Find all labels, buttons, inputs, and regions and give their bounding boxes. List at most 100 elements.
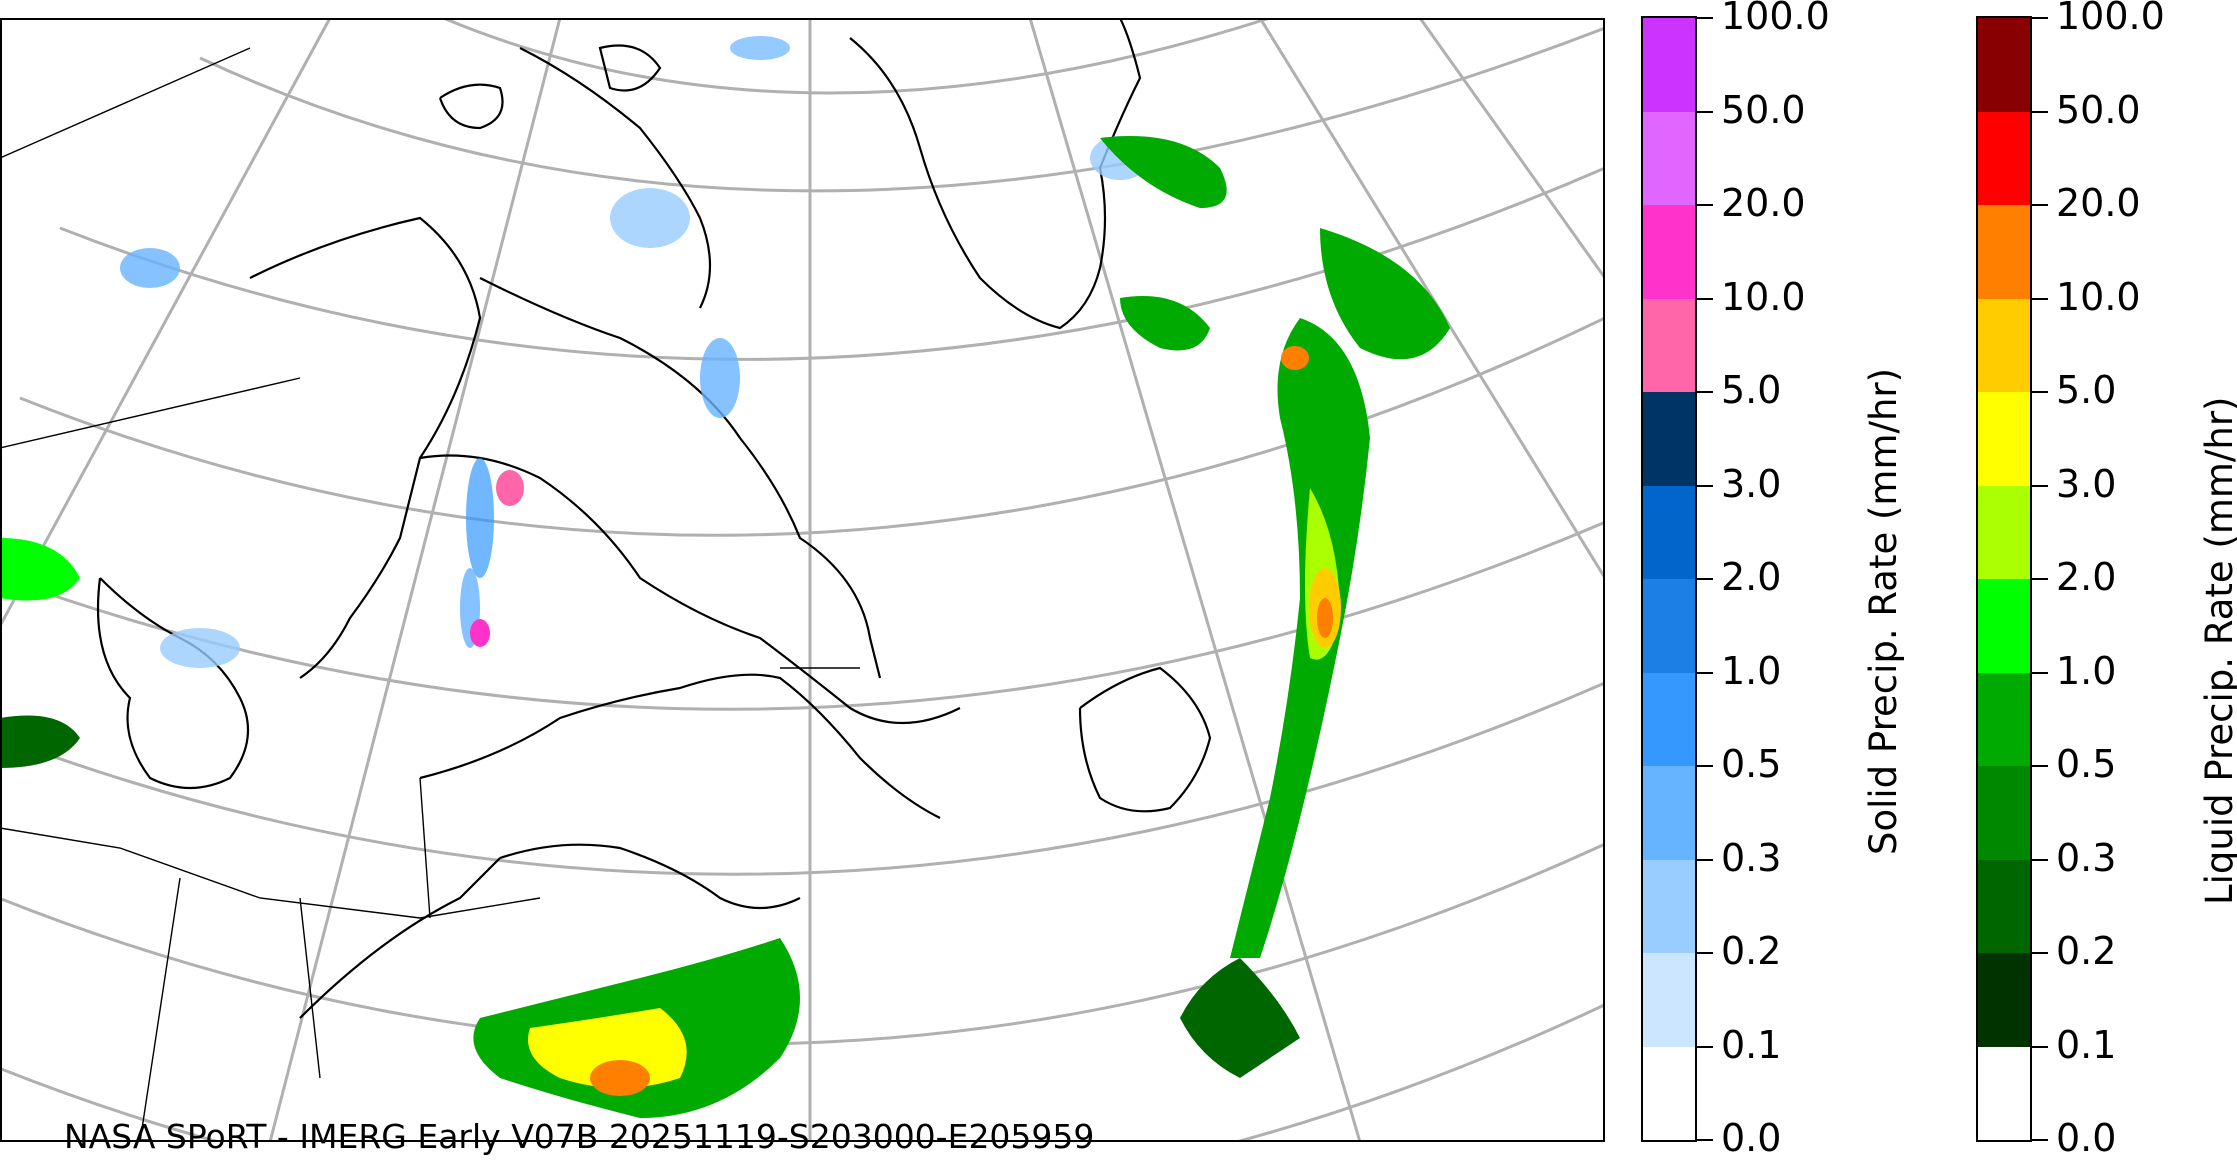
colorbar-segment [1643,952,1695,1047]
nova-scotia-coast [499,843,801,910]
colorbar-segment [1978,859,2030,953]
longitude-line [268,18,562,1142]
border-line [139,877,181,1142]
liquid-precip-colorbar [1976,16,2032,1142]
colorbar-tick [1697,1045,1713,1048]
colorbar-segment [1643,17,1695,112]
st-lawrence-coast [419,673,941,819]
colorbar-tick-label: 1.0 [1721,648,1782,693]
colorbar-segment [1978,952,2030,1047]
rain-core [590,1060,650,1096]
snow-patch [610,188,690,248]
map-canvas [0,18,1605,1142]
colorbar-tick [1697,1139,1713,1141]
colorbar-tick [2032,765,2048,767]
colorbar-tick-label: 5.0 [2056,368,2117,412]
rain-band [1230,318,1370,958]
colorbar-tick [1697,17,1713,19]
island-coast [598,44,662,92]
colorbar-tick-label: 1.0 [2056,648,2117,693]
colorbar-segment [1643,765,1695,860]
snow-patch [160,628,240,668]
colorbar-tick-label: 0.1 [2056,1022,2117,1067]
rain-core [1317,598,1333,638]
colorbar-segment [1978,485,2030,579]
latitude-line [0,681,1605,876]
longitude-line [1418,18,1605,279]
us-east-coast [299,857,501,1019]
labrador-coast [479,277,882,679]
colorbar-tick-label: 100.0 [1721,0,1830,38]
colorbar-segment [1978,298,2030,392]
colorbar-tick [2032,17,2048,19]
colorbar-tick-label: 50.0 [2056,87,2141,132]
quebec-coast [419,454,961,724]
rain-band [0,538,80,601]
snow-patch [120,248,180,288]
colorbar-tick-label: 0.5 [1721,742,1782,786]
colorbar-segment [1643,1046,1695,1140]
colorbar-segment [1978,391,2030,486]
border-line [0,377,301,449]
rain-core [1281,346,1309,370]
colorbar-segment [1978,111,2030,205]
colorbar-tick [2032,110,2048,113]
colorbar-tick-label: 0.2 [1721,929,1782,973]
border-line [419,777,431,919]
longitude-line [1028,18,1362,1142]
latitude-line [439,18,1275,95]
colorbar-segment [1978,578,2030,673]
data-credit-label: NASA SPoRT - IMERG Early V07B 20251119-S… [64,1117,1095,1156]
colorbar-segment [1978,17,2030,112]
colorbar-tick [2032,204,2048,206]
colorbar-segment [1643,672,1695,766]
colorbar-tick-label: 20.0 [2056,181,2141,225]
colorbar-segment [1643,859,1695,953]
colorbar-tick [2032,952,2048,954]
colorbar-tick-label: 10.0 [2056,274,2141,319]
rain-band [1120,296,1210,351]
greenland-coast [849,18,1142,330]
graticule [0,18,1605,1142]
colorbar-tick [2032,578,2048,580]
solid-precip-colorbar [1641,16,1697,1142]
colorbar-tick-label: 2.0 [1721,555,1782,599]
solid-precip-colorbar-title: Solid Precip. Rate (mm/hr) [1862,367,1905,855]
colorbar-tick [1697,391,1713,393]
longitude-line [0,18,332,630]
island-coast [438,83,504,130]
liquid-precip-areas [0,136,1450,1118]
colorbar-segment [1643,111,1695,205]
colorbar-segment [1643,485,1695,579]
colorbar-tick [1697,765,1713,767]
latitude-line [0,1002,1605,1142]
colorbar-tick-label: 5.0 [1721,368,1782,412]
colorbar-tick [1697,952,1713,954]
snow-patch [470,619,490,647]
colorbar-segment [1978,204,2030,299]
snow-patch [496,470,524,506]
liquid-precip-colorbar-title: Liquid Precip. Rate (mm/hr) [2198,396,2237,906]
latitude-line [0,842,1605,1046]
colorbar-tick-label: 0.0 [2056,1116,2117,1160]
colorbar-tick [2032,858,2048,861]
colorbar-segment [1643,578,1695,673]
border-line [0,47,251,159]
border-line [0,827,541,919]
rain-band [1100,136,1227,208]
colorbar-segment [1978,1046,2030,1140]
colorbar-tick [2032,1045,2048,1048]
snow-patch [466,458,494,578]
colorbar-tick [2032,484,2048,487]
political-borders [0,47,860,1142]
colorbar-tick-label: 0.0 [1721,1116,1782,1160]
colorbar-tick [1697,578,1713,580]
colorbar-tick [2032,391,2048,393]
colorbar-tick-label: 50.0 [1721,87,1806,132]
colorbar-tick-label: 0.3 [2056,835,2117,880]
baffin-coast [519,47,712,309]
colorbar-tick [2032,671,2048,674]
colorbar-segment [1978,765,2030,860]
colorbar-tick-label: 100.0 [2056,0,2165,38]
colorbar-tick [2032,297,2048,300]
